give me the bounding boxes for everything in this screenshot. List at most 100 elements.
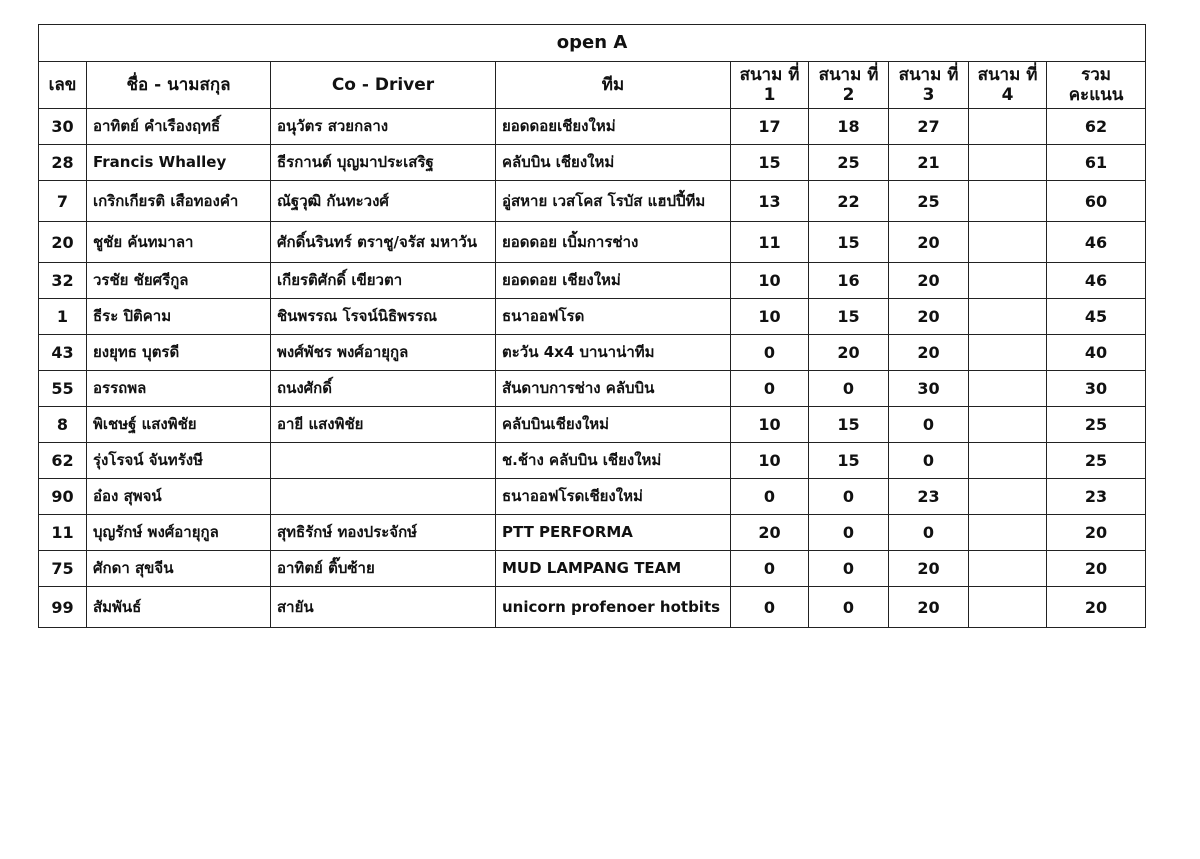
cell-total: 45	[1045, 298, 1147, 335]
cell-co-driver: ชินพรรณ โรจน์นิธิพรรณ	[270, 298, 496, 335]
cell-team: ช.ช้าง คลับบิน เชียงใหม่	[495, 442, 731, 479]
cell-stage-4	[968, 406, 1047, 443]
cell-team: ตะวัน 4x4 บานาน่าทีม	[495, 334, 731, 371]
cell-name: ชูชัย คันทมาลา	[86, 221, 271, 263]
cell-co-driver: ศักดิ์นรินทร์ ตราชู/จรัส มหาวัน	[270, 221, 496, 263]
cell-total: 20	[1045, 514, 1147, 551]
table-row: 90 อ๋อง สุพจน์ ธนาออฟโรดเชียงใหม่ 0 0 23 23	[38, 478, 1147, 515]
cell-number: 62	[38, 442, 87, 479]
cell-stage-4	[968, 334, 1047, 371]
table-row: 11 บุญรักษ์ พงศ์อายุกูล สุทธิรักษ์ ทองประจ…	[38, 514, 1147, 551]
results-table: open A เลข ชื่อ - นามสกุล Co - Driver ที…	[37, 24, 1147, 628]
cell-stage-1: 10	[730, 298, 809, 335]
table-row: 7 เกริกเกียรติ เสือทองคำ ณัฐวุฒิ กันทะวงศ์…	[38, 180, 1147, 222]
cell-total: 40	[1045, 334, 1147, 371]
cell-number: 8	[38, 406, 87, 443]
cell-stage-1: 10	[730, 406, 809, 443]
cell-stage-2: 25	[808, 144, 889, 181]
cell-co-driver: ถนงศักดิ์	[270, 370, 496, 407]
cell-total: 20	[1045, 550, 1147, 587]
cell-name: ศักดา สุขจีน	[86, 550, 271, 587]
cell-stage-4	[968, 144, 1047, 181]
cell-total: 30	[1045, 370, 1147, 407]
cell-stage-3: 21	[888, 144, 969, 181]
table-row: 30 อาทิตย์ คำเรืองฤทธิ์ อนุวัตร สวยกลาง ยอด…	[38, 108, 1147, 145]
cell-stage-1: 20	[730, 514, 809, 551]
table-row: 62 รุ่งโรจน์ จันทรังษี ช.ช้าง คลับบิน เชีย…	[38, 442, 1147, 479]
cell-stage-3: 0	[888, 442, 969, 479]
table-row: 55 อรรถพล ถนงศักดิ์ สันดาบการช่าง คลับบิน 0 0…	[38, 370, 1147, 407]
header-team: ทีม	[495, 61, 731, 109]
cell-total: 25	[1045, 442, 1147, 479]
cell-number: 11	[38, 514, 87, 551]
cell-stage-3: 20	[888, 586, 969, 628]
header-stage-4: สนาม ที่ 4	[968, 61, 1047, 109]
cell-co-driver: อาทิตย์ ติ๊บซ้าย	[270, 550, 496, 587]
cell-stage-1: 10	[730, 262, 809, 299]
cell-stage-1: 13	[730, 180, 809, 222]
cell-team: อู่สหาย เวสโคส โรบัส แฮปปี้ทีม	[495, 180, 731, 222]
header-stage-2: สนาม ที่ 2	[808, 61, 889, 109]
table-row: 20 ชูชัย คันทมาลา ศักดิ์นรินทร์ ตราชู/จรัส…	[38, 221, 1147, 263]
cell-stage-4	[968, 298, 1047, 335]
table-row: 99 สัมพันธ์ สายัน unicorn profenoer hotbits…	[38, 586, 1147, 628]
cell-stage-2: 16	[808, 262, 889, 299]
header-name: ชื่อ - นามสกุล	[86, 61, 271, 109]
cell-stage-1: 0	[730, 370, 809, 407]
cell-team: ยอดดอย เชียงใหม่	[495, 262, 731, 299]
cell-name: Francis Whalley	[86, 144, 271, 181]
cell-stage-2: 0	[808, 514, 889, 551]
cell-number: 20	[38, 221, 87, 263]
cell-stage-3: 25	[888, 180, 969, 222]
cell-number: 30	[38, 108, 87, 145]
cell-name: อรรถพล	[86, 370, 271, 407]
cell-stage-3: 27	[888, 108, 969, 145]
cell-name: รุ่งโรจน์ จันทรังษี	[86, 442, 271, 479]
cell-co-driver: ณัฐวุฒิ กันทะวงศ์	[270, 180, 496, 222]
cell-stage-2: 22	[808, 180, 889, 222]
table-row: 28 Francis Whalley ธีรกานต์ บุญมาประเสริฐค…	[38, 144, 1147, 181]
cell-co-driver	[270, 478, 496, 515]
cell-stage-3: 0	[888, 406, 969, 443]
cell-stage-1: 15	[730, 144, 809, 181]
cell-co-driver: อายี แสงพิชัย	[270, 406, 496, 443]
cell-number: 28	[38, 144, 87, 181]
header-number: เลข	[38, 61, 87, 109]
cell-team: ธนาออฟโรดเชียงใหม่	[495, 478, 731, 515]
cell-stage-3: 30	[888, 370, 969, 407]
cell-stage-1: 10	[730, 442, 809, 479]
header-stage-3: สนาม ที่ 3	[888, 61, 969, 109]
cell-number: 1	[38, 298, 87, 335]
header-total: รวม คะแนน	[1045, 61, 1147, 109]
cell-stage-1: 0	[730, 586, 809, 628]
cell-name: เกริกเกียรติ เสือทองคำ	[86, 180, 271, 222]
cell-stage-1: 0	[730, 550, 809, 587]
cell-stage-4	[968, 514, 1047, 551]
cell-stage-4	[968, 478, 1047, 515]
cell-name: สัมพันธ์	[86, 586, 271, 628]
cell-co-driver: เกียรติศักดิ์ เขียวตา	[270, 262, 496, 299]
cell-stage-3: 20	[888, 262, 969, 299]
cell-total: 23	[1045, 478, 1147, 515]
cell-total: 25	[1045, 406, 1147, 443]
cell-number: 90	[38, 478, 87, 515]
cell-team: ยอดดอย เบิ้มการช่าง	[495, 221, 731, 263]
cell-co-driver: สุทธิรักษ์ ทองประจักษ์	[270, 514, 496, 551]
cell-number: 75	[38, 550, 87, 587]
cell-stage-2: 15	[808, 221, 889, 263]
cell-stage-4	[968, 108, 1047, 145]
cell-stage-2: 0	[808, 370, 889, 407]
table-row: 1 ธีระ ปิติคาม ชินพรรณ โรจน์นิธิพรรณ ธนาออฟ…	[38, 298, 1147, 335]
table-row: 43 ยงยุทธ บุตรดี พงศ์พัชร พงศ์อายุกูล ตะวัน…	[38, 334, 1147, 371]
header-stage-1: สนาม ที่ 1	[730, 61, 809, 109]
cell-stage-2: 15	[808, 298, 889, 335]
cell-stage-2: 15	[808, 442, 889, 479]
cell-stage-1: 11	[730, 221, 809, 263]
cell-team: คลับบินเชียงใหม่	[495, 406, 731, 443]
table-row: 8 พิเชษฐ์ แสงพิชัย อายี แสงพิชัย คลับบินเชี…	[38, 406, 1147, 443]
cell-team: ยอดดอยเชียงใหม่	[495, 108, 731, 145]
cell-name: ยงยุทธ บุตรดี	[86, 334, 271, 371]
cell-stage-3: 0	[888, 514, 969, 551]
cell-team: สันดาบการช่าง คลับบิน	[495, 370, 731, 407]
table-row: 32 วรชัย ชัยศรีกูล เกียรติศักดิ์ เขียวตา ยอ…	[38, 262, 1147, 299]
